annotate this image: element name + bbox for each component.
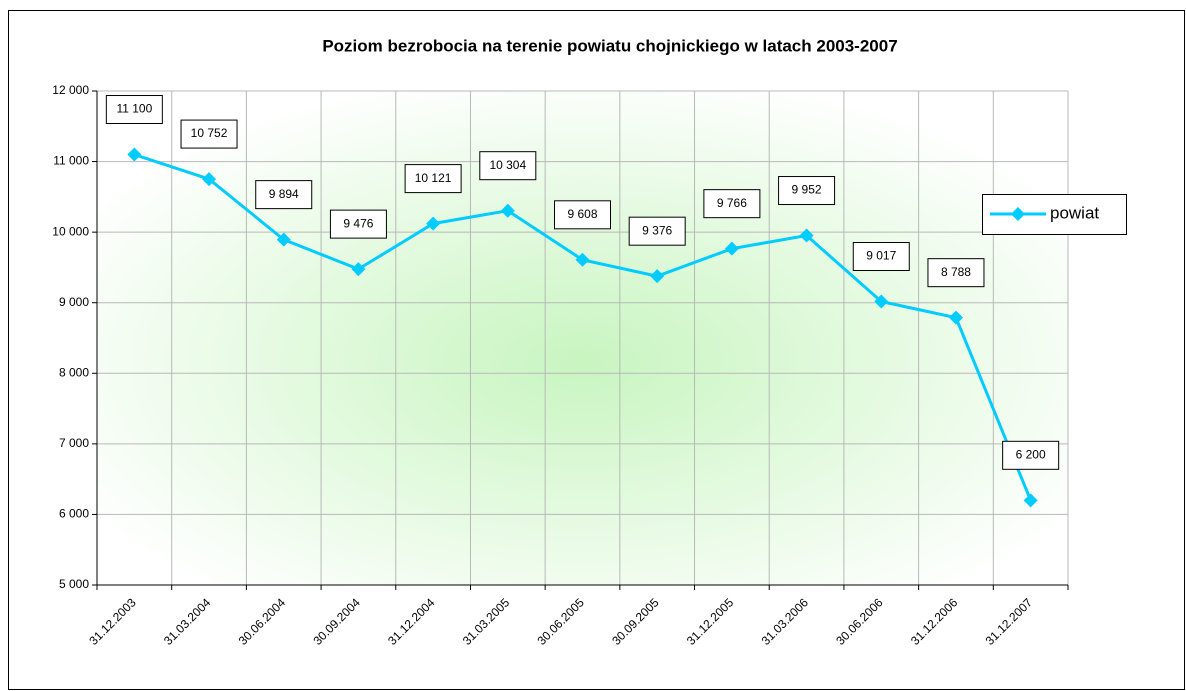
data-label: 9 894 <box>269 187 299 201</box>
data-point <box>799 228 814 243</box>
data-point <box>650 269 665 284</box>
data-label: 6 200 <box>1016 447 1046 461</box>
y-tick-label: 10 000 <box>52 224 89 238</box>
legend-label: powiat <box>1050 203 1099 222</box>
data-label: 10 121 <box>415 171 452 185</box>
chart-title: Poziom bezrobocia na terenie powiatu cho… <box>322 36 897 55</box>
data-label-box <box>479 151 537 181</box>
legend-marker <box>1011 207 1025 221</box>
data-point <box>426 216 441 231</box>
data-label: 9 952 <box>792 183 822 197</box>
data-label-box <box>554 200 611 230</box>
y-tick-label: 11 000 <box>53 154 89 168</box>
y-tick-label: 8 000 <box>59 365 89 379</box>
data-label-box <box>852 242 910 272</box>
data-label: 11 100 <box>116 102 152 116</box>
data-point <box>724 241 739 256</box>
data-label-box <box>628 216 686 246</box>
data-point <box>351 262 366 277</box>
data-label: 9 766 <box>717 196 747 210</box>
data-point <box>1023 493 1038 508</box>
data-label: 9 608 <box>567 207 597 221</box>
data-point <box>500 203 515 218</box>
data-label-box <box>255 180 313 210</box>
data-label: 10 304 <box>489 158 526 172</box>
data-label-box <box>778 176 836 206</box>
data-point <box>575 252 590 267</box>
y-tick-label: 5 000 <box>59 577 89 591</box>
plot-area <box>97 91 1068 585</box>
data-label-box <box>180 119 238 149</box>
data-point <box>948 310 963 325</box>
data-label: 10 752 <box>191 126 228 140</box>
data-point <box>276 232 291 247</box>
y-tick-label: 12 000 <box>52 83 89 97</box>
data-point <box>202 172 217 187</box>
data-point <box>874 294 889 309</box>
data-label-box <box>703 189 761 219</box>
y-tick-label: 7 000 <box>59 436 89 450</box>
data-label: 9 017 <box>866 249 896 263</box>
data-label-box <box>329 209 387 239</box>
data-label: 8 788 <box>941 265 971 279</box>
data-point <box>127 147 142 162</box>
data-label: 9 476 <box>343 216 373 230</box>
y-tick-label: 6 000 <box>59 507 89 521</box>
data-label: 9 376 <box>642 223 672 237</box>
data-label-box <box>927 258 985 288</box>
y-tick-label: 9 000 <box>59 295 89 309</box>
data-label-box <box>1002 440 1060 470</box>
data-label-box <box>105 95 163 125</box>
data-label-box <box>404 164 462 194</box>
